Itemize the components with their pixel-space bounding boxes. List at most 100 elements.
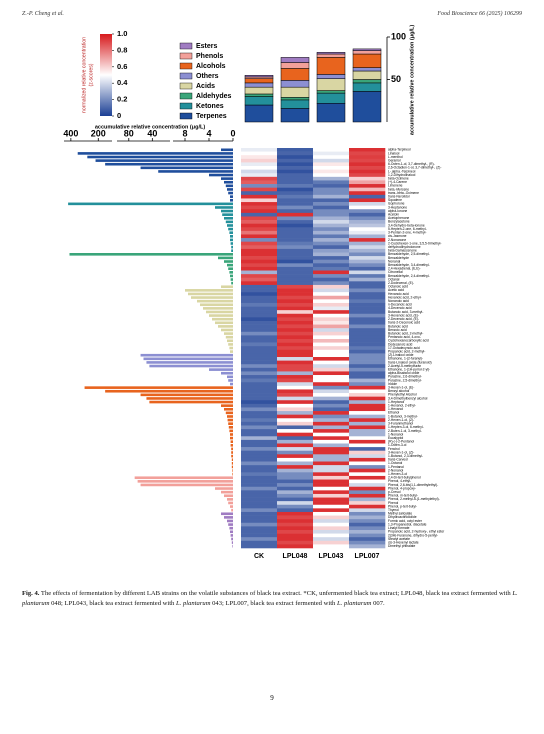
heatmap-cell xyxy=(349,349,386,354)
heatmap-cell xyxy=(277,490,314,495)
stacked-bar-segment xyxy=(244,78,274,84)
heatmap-cell xyxy=(277,378,314,383)
heatmap-cell xyxy=(241,353,278,358)
heatmap-cell xyxy=(313,288,350,293)
compound-label: Octanal xyxy=(388,277,400,281)
heatmap-cell xyxy=(349,155,386,160)
heatmap-cell xyxy=(313,367,350,372)
compound-label: trans-Linalool oxide (furanoid) xyxy=(388,360,432,364)
heatmap-cell xyxy=(241,483,278,488)
concentration-bar xyxy=(212,317,233,321)
stack-axis-tick-label: 100 xyxy=(391,31,406,41)
concentration-bar xyxy=(227,375,233,379)
legend-label: Terpenes xyxy=(196,113,227,120)
heatmap-cell xyxy=(349,436,386,441)
concentration-bar xyxy=(105,162,233,166)
heatmap-cell xyxy=(313,353,350,358)
stacked-bar-segment xyxy=(280,57,310,63)
heatmap-cell xyxy=(241,335,278,340)
heatmap-cell xyxy=(349,212,386,217)
stacked-bar-segment xyxy=(244,76,274,79)
heatmap-cell xyxy=(241,180,278,185)
compound-label: Isophorone xyxy=(388,202,405,206)
compound-label: Benzoic acid xyxy=(388,328,407,332)
heatmap-cell xyxy=(313,234,350,239)
heatmap-cell xyxy=(241,486,278,491)
heatmap-cell xyxy=(241,198,278,203)
heatmap-cell xyxy=(241,166,278,170)
heatmap-cell xyxy=(277,342,314,347)
heatmap-cell xyxy=(277,403,314,408)
column-label: CK xyxy=(254,553,264,560)
heatmap-cell xyxy=(349,148,386,152)
concentration-bar xyxy=(231,458,233,462)
heatmap-cell xyxy=(277,360,314,365)
compound-label: 1,3-Propanediol, diacetate xyxy=(388,522,427,526)
heatmap-cell xyxy=(349,295,386,300)
heatmap-cell xyxy=(313,537,350,542)
heatmap-cell xyxy=(313,198,350,203)
heatmap-cell xyxy=(277,252,314,257)
heatmap-cell xyxy=(241,176,278,181)
heatmap-cell xyxy=(241,274,278,279)
concentration-bar xyxy=(230,505,233,508)
heatmap-cell xyxy=(313,223,350,228)
bar-axis-tick-label: 200 xyxy=(91,128,106,138)
heatmap-cell xyxy=(241,256,278,261)
heatmap-cell xyxy=(349,450,386,455)
concentration-bar xyxy=(230,234,233,238)
stacked-bar-segment xyxy=(244,96,274,106)
heatmap-cell xyxy=(241,248,278,253)
legend-swatch xyxy=(179,42,193,50)
stacked-bar-segment xyxy=(352,82,382,92)
compound-label: Methyl salicylate xyxy=(388,512,412,516)
heatmap-cell xyxy=(349,537,386,542)
journal-info: Food Bioscience 66 (2025) 106299 xyxy=(437,11,522,17)
compound-label: Phenol, m-tert-butyl- xyxy=(388,494,418,498)
heatmap-cell xyxy=(277,313,314,318)
heatmap-cell xyxy=(241,328,278,333)
heatmap-cell xyxy=(277,180,314,185)
heatmap-cell xyxy=(277,173,314,178)
concentration-bar xyxy=(231,447,233,451)
compound-label: 5-Hepten-2-one, 6-methyl- xyxy=(388,227,427,231)
color-bar-tick-label: 0.2 xyxy=(117,95,127,104)
concentration-bar xyxy=(87,155,233,159)
concentration-bar xyxy=(228,343,233,346)
heatmap-cell xyxy=(241,302,278,307)
compound-label: n-Decanoic acid xyxy=(388,303,412,307)
compound-label: 3-Penten-2-one, 4-methyl- xyxy=(388,231,426,235)
heatmap-cell xyxy=(349,472,386,477)
heatmap-cell xyxy=(277,407,314,412)
heatmap-cell xyxy=(277,198,314,203)
heatmap-cell xyxy=(241,407,278,412)
concentration-bar xyxy=(221,490,233,494)
compound-label: 3-Furanmethanol xyxy=(388,422,413,426)
concentration-bar xyxy=(227,263,233,267)
concentration-bar xyxy=(221,177,233,180)
heatmap-cell xyxy=(277,277,314,282)
heatmap-cell xyxy=(349,529,386,534)
compound-label: Dimethyl phthalate xyxy=(388,544,415,548)
stacked-bar-segment xyxy=(316,92,346,104)
heatmap-cell xyxy=(241,454,278,459)
heatmap-cell xyxy=(313,266,350,271)
heatmap-cell xyxy=(349,223,386,228)
heatmap-cell xyxy=(349,497,386,502)
compound-label: 3,4-Dimethylbenzyl alcohol xyxy=(388,396,428,400)
heatmap-cell xyxy=(277,472,314,477)
compound-label: Hexanoic acid xyxy=(388,292,409,296)
concentration-bar xyxy=(221,371,233,375)
heatmap-cell xyxy=(349,299,386,304)
heatmap-cell xyxy=(241,429,278,433)
heatmap-cell xyxy=(241,346,278,351)
concentration-bar xyxy=(84,386,233,389)
concentration-bar xyxy=(140,483,233,487)
compound-label: cis-Jasmone xyxy=(388,234,407,238)
heatmap-cell xyxy=(277,414,314,419)
heatmap-cell xyxy=(313,230,350,235)
heatmap-cell xyxy=(313,522,350,527)
heatmap-cell xyxy=(349,421,386,426)
concentration-bar xyxy=(228,379,233,382)
heatmap-cell xyxy=(313,248,350,253)
